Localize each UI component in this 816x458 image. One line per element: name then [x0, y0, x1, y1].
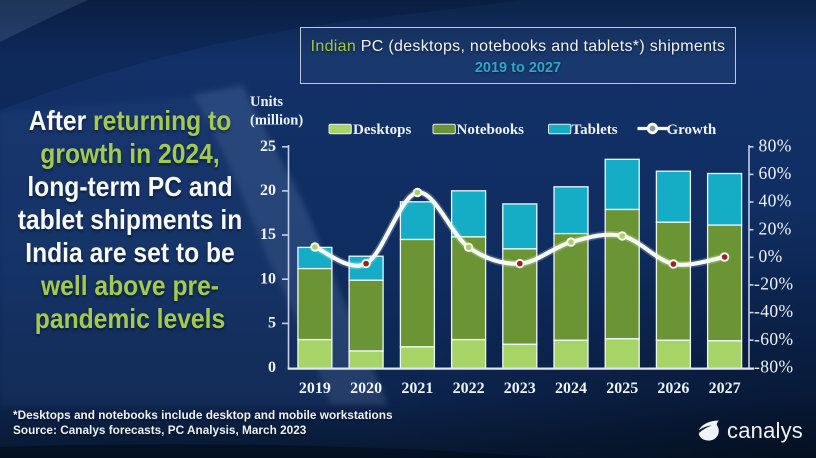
svg-text:0: 0: [268, 359, 276, 376]
svg-text:Growth: Growth: [667, 122, 717, 138]
svg-text:80%: 80%: [759, 135, 792, 155]
svg-text:2024: 2024: [555, 380, 587, 397]
svg-text:2020: 2020: [350, 380, 382, 397]
svg-text:20%: 20%: [759, 218, 792, 238]
svg-text:5: 5: [268, 315, 276, 332]
svg-text:Tablets: Tablets: [572, 122, 618, 138]
svg-text:-20%: -20%: [754, 274, 794, 294]
svg-text:Desktops: Desktops: [353, 122, 412, 138]
svg-text:2022: 2022: [453, 380, 485, 397]
svg-text:2019: 2019: [299, 380, 331, 397]
svg-text:-40%: -40%: [754, 301, 794, 321]
svg-text:(million): (million): [250, 113, 303, 129]
svg-text:2025: 2025: [606, 380, 638, 397]
svg-text:25: 25: [260, 138, 276, 155]
svg-text:15: 15: [260, 226, 276, 243]
svg-text:40%: 40%: [759, 191, 792, 211]
svg-text:Units: Units: [250, 94, 283, 110]
svg-text:2026: 2026: [657, 380, 689, 397]
svg-text:2023: 2023: [504, 380, 536, 397]
svg-text:Notebooks: Notebooks: [457, 122, 525, 138]
svg-text:2021: 2021: [401, 380, 433, 397]
svg-text:2027: 2027: [709, 380, 741, 397]
svg-text:20: 20: [260, 182, 276, 199]
svg-text:60%: 60%: [759, 163, 792, 183]
svg-text:0%: 0%: [759, 246, 783, 266]
svg-text:-60%: -60%: [754, 329, 794, 349]
svg-text:10: 10: [260, 270, 276, 287]
svg-text:-80%: -80%: [754, 356, 794, 376]
